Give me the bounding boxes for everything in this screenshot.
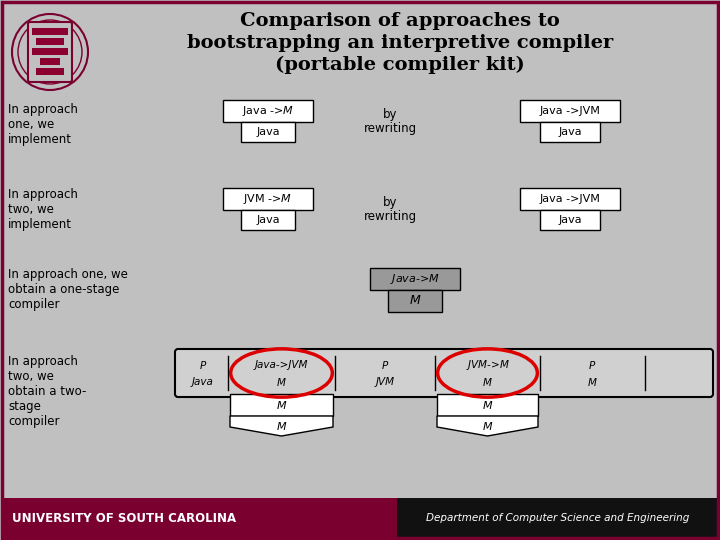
Text: Java ->$\mathit{M}$: Java ->$\mathit{M}$ [242,104,294,118]
Text: Java: Java [256,215,280,225]
Text: Java: Java [192,377,214,387]
Text: JVM: JVM [375,377,395,387]
Text: Java->JVM: Java->JVM [255,360,308,370]
Bar [370,268,460,290]
FancyBboxPatch shape [28,22,72,82]
Text: $\mathit{P}$: $\mathit{P}$ [381,359,389,371]
Text: rewriting: rewriting [364,210,417,223]
Bar [2,498,397,538]
Text: $\mathit{M}$: $\mathit{M}$ [588,376,598,388]
Text: bootstrapping an interpretive compiler: bootstrapping an interpretive compiler [187,34,613,52]
Text: In approach
one, we
implement: In approach one, we implement [8,103,78,146]
Bar [223,100,313,122]
Text: $\mathit{P}$: $\mathit{P}$ [588,359,597,371]
Text: $\mathit{M}$: $\mathit{M}$ [276,420,287,432]
Bar [241,122,295,142]
Text: $\mathit{M}$: $\mathit{M}$ [276,376,287,388]
Text: rewriting: rewriting [364,122,417,135]
Polygon shape [230,416,333,436]
Text: $\mathit{M}$: $\mathit{M}$ [409,294,421,307]
Text: In approach
two, we
obtain a two-
stage
compiler: In approach two, we obtain a two- stage … [8,355,86,428]
Text: $\mathit{M}$: $\mathit{M}$ [482,376,492,388]
Text: $\mathit{P}$: $\mathit{P}$ [199,359,207,371]
Bar [241,210,295,230]
Text: UNIVERSITY OF SOUTH CAROLINA: UNIVERSITY OF SOUTH CAROLINA [12,511,236,524]
Text: Java: Java [256,127,280,137]
Text: by: by [383,108,397,121]
Polygon shape [437,416,538,436]
Text: (portable compiler kit): (portable compiler kit) [275,56,525,74]
Circle shape [12,14,88,90]
Text: In approach
two, we
implement: In approach two, we implement [8,188,78,231]
Bar [520,188,620,210]
Text: Department of Computer Science and Engineering: Department of Computer Science and Engin… [426,513,690,523]
Text: JVM ->$\mathit{M}$: JVM ->$\mathit{M}$ [243,192,292,206]
Text: In approach one, we
obtain a one-stage
compiler: In approach one, we obtain a one-stage c… [8,268,128,311]
Bar [437,394,538,416]
Bar [32,28,68,35]
Text: Comparison of approaches to: Comparison of approaches to [240,12,560,30]
Bar [540,210,600,230]
Text: $\mathit{M}$: $\mathit{M}$ [276,399,287,411]
Text: Java ->JVM: Java ->JVM [539,194,600,204]
Text: Java ->JVM: Java ->JVM [539,106,600,116]
Circle shape [18,20,82,84]
Text: Java: Java [558,215,582,225]
Bar [540,122,600,142]
Bar [40,58,60,65]
Text: JVM->$\mathit{M}$: JVM->$\mathit{M}$ [466,358,510,372]
Text: $\mathit{M}$: $\mathit{M}$ [482,420,493,432]
Text: Java->$\mathit{M}$: Java->$\mathit{M}$ [390,272,440,286]
Bar [223,188,313,210]
Bar [388,290,442,312]
Bar [32,48,68,55]
Bar [520,100,620,122]
Bar [36,68,64,75]
Bar [397,498,718,538]
Text: by: by [383,196,397,209]
Text: $\mathit{M}$: $\mathit{M}$ [482,399,493,411]
FancyBboxPatch shape [175,349,713,397]
Bar [36,38,64,45]
Text: Java: Java [558,127,582,137]
Bar [230,394,333,416]
